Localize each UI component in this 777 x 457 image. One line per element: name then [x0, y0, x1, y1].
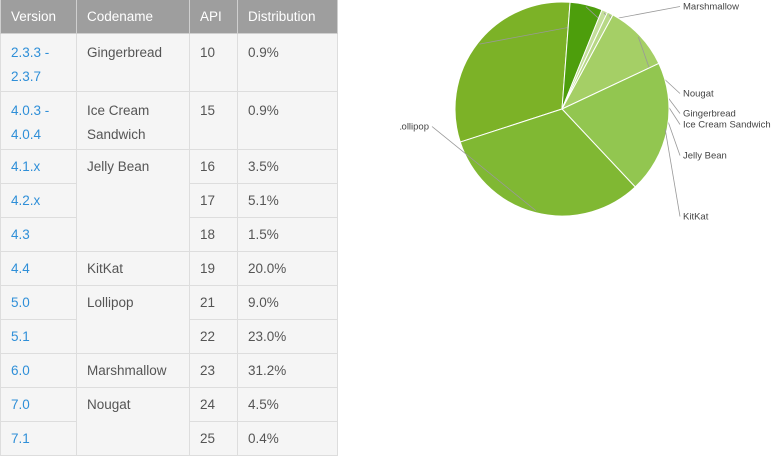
distribution-cell: 4.5% — [237, 387, 338, 422]
table-row: 7.0 Nougat 24 4.5% — [0, 387, 338, 456]
pie-label: Marshmallow — [683, 2, 739, 13]
version-link[interactable]: 2.3.3 - 2.3.7 — [0, 33, 77, 92]
distribution-cell: 0.9% — [237, 33, 338, 92]
api-cell: 16 — [189, 149, 238, 184]
codename-cell: Gingerbread — [76, 33, 190, 92]
pie-label: Ice Cream Sandwich — [683, 120, 771, 131]
distribution-table: Version Codename API Distribution 2.3.3 … — [0, 0, 338, 456]
version-link[interactable]: 4.2.x — [0, 183, 77, 218]
distribution-cell: 9.0% — [237, 285, 338, 320]
distribution-cell: 0.4% — [237, 421, 338, 456]
version-link[interactable]: 5.1 — [0, 319, 77, 354]
table-row: 5.0 Lollipop 21 9.0% — [0, 285, 338, 354]
table-row: 4.0.3 - 4.0.4 Ice Cream Sandwich 15 0.9% — [0, 91, 338, 150]
codename-cell: Nougat — [76, 387, 190, 456]
distribution-cell: 20.0% — [237, 251, 338, 286]
pie-label: Gingerbread — [683, 109, 736, 120]
api-cell: 21 — [189, 285, 238, 320]
version-link[interactable]: 4.1.x — [0, 149, 77, 184]
table-row: 4.4 KitKat 19 20.0% — [0, 251, 338, 286]
api-cell: 18 — [189, 217, 238, 252]
api-cell: 25 — [189, 421, 238, 456]
table-row: 6.0 Marshmallow 23 31.2% — [0, 353, 338, 388]
codename-cell: Jelly Bean — [76, 149, 190, 252]
distribution-cell: 23.0% — [237, 319, 338, 354]
distribution-cell: 3.5% — [237, 149, 338, 184]
version-link[interactable]: 7.1 — [0, 421, 77, 456]
api-cell: 15 — [189, 91, 238, 150]
pie-label: Nougat — [683, 89, 714, 100]
api-cell: 22 — [189, 319, 238, 354]
api-cell: 23 — [189, 353, 238, 388]
version-link[interactable]: 7.0 — [0, 387, 77, 422]
pie-leader-line — [664, 128, 681, 217]
table-row: 2.3.3 - 2.3.7 Gingerbread 10 0.9% — [0, 33, 338, 92]
distribution-cell: 5.1% — [237, 183, 338, 218]
table-row: 4.3 18 1.5% — [0, 217, 338, 252]
table-row: 7.1 25 0.4% — [0, 421, 338, 456]
version-link[interactable]: 4.4 — [0, 251, 77, 286]
table-header-row: Version Codename API Distribution — [0, 0, 338, 34]
header-codename: Codename — [76, 0, 190, 34]
pie-label: Lollipop — [400, 122, 429, 133]
api-cell: 24 — [189, 387, 238, 422]
api-cell: 19 — [189, 251, 238, 286]
table-row: 5.1 22 23.0% — [0, 319, 338, 354]
table-row: 4.2.x 17 5.1% — [0, 183, 338, 218]
codename-cell: Ice Cream Sandwich — [76, 91, 190, 150]
distribution-cell: 31.2% — [237, 353, 338, 388]
pie-slice-lollipop — [459, 108, 636, 217]
codename-cell: Marshmallow — [76, 353, 190, 388]
distribution-cell: 0.9% — [237, 91, 338, 150]
header-api: API — [189, 0, 238, 34]
api-cell: 10 — [189, 33, 238, 92]
version-link[interactable]: 5.0 — [0, 285, 77, 320]
version-link[interactable]: 4.3 — [0, 217, 77, 252]
distribution-cell: 1.5% — [237, 217, 338, 252]
version-link[interactable]: 6.0 — [0, 353, 77, 388]
header-distribution: Distribution — [237, 0, 338, 34]
pie-slice-kitkat — [561, 62, 670, 188]
codename-cell: Lollipop — [76, 285, 190, 354]
pie-slice-marshmallow — [454, 1, 571, 143]
codename-cell: KitKat — [76, 251, 190, 286]
pie-leader-line — [431, 126, 537, 212]
pie-label: KitKat — [683, 212, 709, 223]
version-link[interactable]: 4.0.3 - 4.0.4 — [0, 91, 77, 150]
table-row: 4.1.x Jelly Bean 16 3.5% — [0, 149, 338, 252]
header-version: Version — [0, 0, 77, 34]
pie-label: Jelly Bean — [683, 151, 727, 162]
api-cell: 17 — [189, 183, 238, 218]
